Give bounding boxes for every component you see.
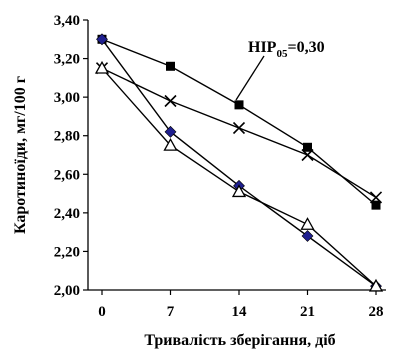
annotation-leader-line	[235, 55, 265, 101]
y-tick-label: 3,20	[54, 52, 80, 68]
data-point-triangle	[231, 184, 247, 198]
data-point-x	[369, 191, 383, 204]
x-tick-label: 21	[300, 304, 315, 320]
data-point-square	[166, 61, 175, 71]
data-point-triangle	[368, 278, 384, 292]
data-point-x	[164, 94, 177, 108]
data-point-triangle	[300, 217, 315, 230]
series-4	[94, 60, 384, 292]
series-layer	[94, 33, 384, 293]
data-point-x	[232, 121, 246, 135]
x-axis-title: Тривалість зберігання, діб	[144, 332, 335, 349]
annotation-subscript: 05	[276, 48, 288, 60]
x-tick-label: 7	[167, 304, 175, 320]
annotation-text: НІР05=0,30	[248, 39, 325, 60]
y-ticks: 2,00 2,20 2,40 2,60 2,80 3,00 3,20 3,40	[54, 13, 88, 299]
y-tick-label: 2,20	[54, 244, 80, 260]
data-point-square	[371, 200, 381, 210]
significance-annotation: НІР05=0,30	[235, 39, 325, 101]
data-point-diamond	[96, 33, 108, 46]
x-tick-label: 28	[369, 304, 384, 320]
x-ticks: 0 7 14 21 28	[98, 290, 384, 320]
x-tick-label: 14	[232, 304, 248, 320]
annotation-value: =0,30	[287, 39, 324, 56]
data-point-square	[303, 142, 312, 152]
y-tick-label: 2,00	[54, 283, 80, 299]
data-point-diamond	[301, 230, 314, 242]
x-tick-label: 0	[98, 304, 106, 320]
annotation-main: НІР	[248, 39, 277, 56]
series-line	[101, 67, 377, 199]
y-tick-label: 3,00	[54, 90, 80, 106]
plot-area	[87, 20, 386, 291]
data-point-x	[301, 148, 314, 162]
data-point-triangle	[94, 60, 110, 74]
y-tick-label: 2,80	[54, 129, 80, 145]
y-tick-label: 2,40	[54, 206, 80, 222]
y-tick-label: 3,40	[54, 13, 80, 29]
y-tick-label: 2,60	[54, 167, 80, 183]
data-point-square	[234, 100, 244, 110]
data-point-diamond	[164, 125, 177, 138]
data-point-triangle	[163, 138, 178, 151]
y-axis-title: Каротиноїди, мг/100 г	[12, 76, 29, 234]
